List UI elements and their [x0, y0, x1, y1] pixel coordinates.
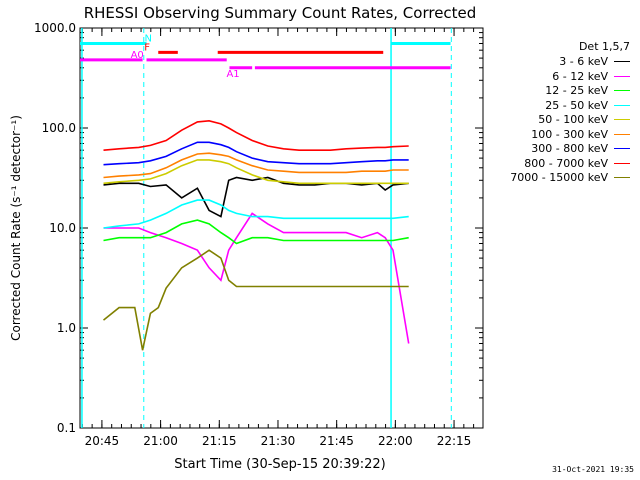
legend: Det 1,5,7 3 - 6 keV 6 - 12 keV 12 - 25 keV…	[480, 40, 630, 185]
legend-swatch	[614, 75, 630, 77]
y-axis-label: Corrected Count Rate (s⁻¹ detector⁻¹)	[9, 115, 23, 341]
x-axis-label: Start Time (30-Sep-15 20:39:22)	[174, 457, 385, 472]
footer-timestamp: 31-Oct-2021 19:35	[552, 465, 634, 474]
legend-label: 25 - 50 keV	[545, 98, 608, 112]
legend-item: 800 - 7000 keV	[480, 156, 630, 171]
legend-label: 7000 - 15000 keV	[510, 171, 608, 185]
x-tick-label: 20:45	[85, 434, 120, 448]
flag-label: N	[145, 33, 152, 44]
legend-item: 3 - 6 keV	[480, 55, 630, 70]
series-line-2	[103, 219, 409, 245]
legend-label: 50 - 100 keV	[538, 113, 608, 127]
x-tick-label: 21:15	[202, 434, 237, 448]
legend-item: 6 - 12 keV	[480, 69, 630, 84]
legend-item: 50 - 100 keV	[480, 113, 630, 128]
legend-swatch	[614, 119, 630, 121]
legend-label: 800 - 7000 keV	[524, 156, 608, 170]
legend-swatch	[614, 104, 630, 106]
series-group	[102, 119, 410, 351]
y-tick-label: 10.0	[49, 221, 76, 235]
y-tick-label: 0.1	[57, 421, 76, 435]
series-line-7	[103, 119, 409, 151]
legend-swatch	[614, 90, 630, 92]
legend-item: 12 - 25 keV	[480, 84, 630, 99]
chart-title: RHESSI Observing Summary Count Rates, Co…	[84, 4, 477, 22]
series-line-8	[102, 249, 409, 351]
legend-item: 25 - 50 keV	[480, 98, 630, 113]
x-tick-label: 21:30	[261, 434, 296, 448]
x-tick-label: 21:00	[143, 434, 178, 448]
series-line-5	[103, 152, 409, 179]
series-line-6	[103, 141, 409, 166]
legend-swatch	[614, 177, 630, 179]
series-line-4	[103, 159, 409, 185]
y-tick-label: 1000.0	[34, 21, 76, 35]
flag-label: A0	[131, 50, 144, 61]
y-tick-label: 100.0	[42, 121, 76, 135]
legend-title: Det 1,5,7	[578, 40, 630, 53]
legend-label: 100 - 300 keV	[531, 127, 608, 141]
legend-label: 6 - 12 keV	[552, 69, 608, 83]
legend-label: 3 - 6 keV	[559, 55, 608, 69]
series-line-1	[103, 212, 410, 344]
legend-item: 7000 - 15000 keV	[480, 171, 630, 186]
flag-label: F	[144, 42, 150, 53]
legend-label: 300 - 800 keV	[531, 142, 608, 156]
axes: 0.1 1.0 10.0 100.0 1000.0 20:45 21:00 21:15 21:3…	[34, 21, 483, 448]
legend-swatch	[614, 133, 630, 135]
legend-swatch	[614, 162, 630, 164]
x-tick-label: 22:15	[437, 434, 472, 448]
legend-swatch	[614, 61, 630, 63]
legend-label: 12 - 25 keV	[545, 84, 608, 98]
series-line-3	[103, 199, 409, 229]
x-tick-label: 21:45	[319, 434, 354, 448]
series-line-0	[103, 176, 409, 218]
y-tick-label: 1.0	[57, 321, 76, 335]
legend-item: 300 - 800 keV	[480, 142, 630, 157]
x-tick-label: 22:00	[378, 434, 413, 448]
flag-label: A1	[226, 69, 239, 80]
legend-swatch	[614, 148, 630, 150]
legend-item: 100 - 300 keV	[480, 127, 630, 142]
